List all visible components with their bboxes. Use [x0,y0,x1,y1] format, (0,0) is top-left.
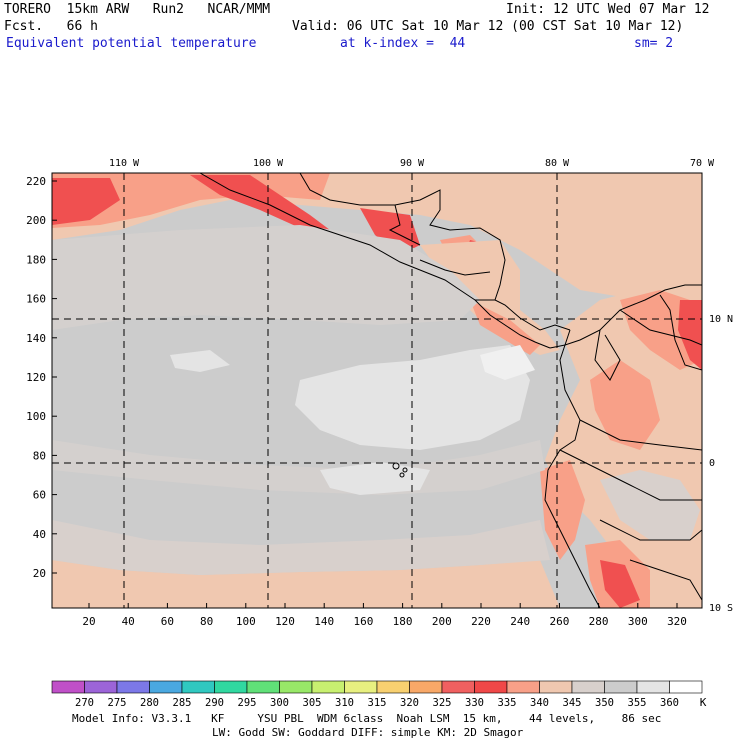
top-lon-label: 100 W [253,158,284,169]
x-tick-label: 160 [353,615,373,628]
colorbar-swatch [116,680,150,694]
top-longitude-labels: 110 W 100 W 90 W 80 W 70 W [109,158,715,169]
colorbar-swatch [311,680,345,694]
y-tick-label: 200 [26,214,46,227]
colorbar-label: 320 [400,697,419,709]
colorbar-swatch [344,680,378,694]
colorbar-swatch [84,680,118,694]
colorbar-label: 270 [75,697,94,709]
colorbar-swatch [149,680,183,694]
colorbar-swatch [604,680,638,694]
y-tick-label: 220 [26,175,46,188]
right-lat-label: 10 N [709,314,733,325]
right-lat-label: 10 S [709,603,733,614]
init-time: Init: 12 UTC Wed 07 Mar 12 [506,2,710,17]
colorbar-swatch [246,680,280,694]
colorbar-label: 290 [205,697,224,709]
colorbar-label: 315 [368,697,387,709]
colorbar-label: 295 [238,697,257,709]
top-lon-label: 110 W [109,158,140,169]
x-tick-label: 260 [549,615,569,628]
colorbar-label: 310 [335,697,354,709]
x-tick-label: 80 [200,615,213,628]
x-tick-label: 20 [82,615,95,628]
x-tick-label: 200 [432,615,452,628]
model-title: TORERO 15km ARW Run2 NCAR/MMM [4,2,271,17]
colorbar-swatch [441,680,475,694]
graticule [52,173,702,608]
y-tick-label: 80 [33,449,46,462]
colorbar-label: 285 [173,697,192,709]
x-tick-label: 100 [236,615,256,628]
colorbar-swatch [669,680,703,694]
y-tick-label: 160 [26,293,46,306]
top-lon-label: 80 W [545,158,570,169]
colorbar-swatch [506,680,540,694]
top-lon-label: 90 W [400,158,425,169]
smoothing: sm= 2 [634,36,674,51]
colorbar-swatch [214,680,248,694]
colorbar-label: 275 [108,697,127,709]
x-tick-label: 240 [510,615,530,628]
y-tick-label: 20 [33,567,46,580]
x-tick-label: 220 [471,615,491,628]
colorbar-swatch [376,680,410,694]
y-tick-label: 140 [26,332,46,345]
x-tick-label: 40 [122,615,135,628]
colorbar-swatch [571,680,605,694]
colorbar-swatch [409,680,443,694]
x-tick-label: 60 [161,615,174,628]
y-tick-label: 120 [26,371,46,384]
coastlines [199,173,702,608]
right-lat-label: 0 [709,458,715,469]
bottom-x-axis: 20 40 60 80 100 120 140 160 180 200 220 240 260 280 30… [82,603,687,628]
x-tick-label: 280 [589,615,609,628]
x-tick-label: 140 [314,615,334,628]
colorbar-label: 345 [563,697,582,709]
colorbar-swatch [181,680,215,694]
x-tick-label: 300 [628,615,648,628]
colorbar-label: 350 [595,697,614,709]
colorbar-swatch [279,680,313,694]
colorbar-label: 355 [628,697,647,709]
x-tick-label: 180 [393,615,413,628]
y-tick-label: 60 [33,489,46,502]
y-tick-label: 100 [26,410,46,423]
colorbar-label: 360 [660,697,679,709]
colorbar-swatch [539,680,573,694]
physics-info: LW: Godd SW: Goddard DIFF: simple KM: 2D… [212,726,524,739]
colorbar-label: 340 [530,697,549,709]
x-tick-label: 320 [667,615,687,628]
top-lon-label: 70 W [690,158,715,169]
colorbar-swatch [51,680,85,694]
model-info: Model Info: V3.3.1 KF YSU PBL WDM 6class… [72,712,662,725]
colorbar-label: 330 [465,697,484,709]
right-latitude-labels: 10 N 0 10 S [709,314,733,614]
colorbar-label: 305 [303,697,322,709]
theta-e-field [52,173,702,608]
level-index: at k-index = 44 [340,36,466,51]
colorbar-label: 325 [433,697,452,709]
colorbar-label: 335 [498,697,517,709]
map-frame [51,172,703,609]
left-y-axis: 220 200 180 160 140 120 100 80 60 40 20 [26,175,57,580]
y-tick-label: 40 [33,528,46,541]
field-name: Equivalent potential temperature [6,36,257,51]
y-tick-label: 180 [26,253,46,266]
colorbar-label: 280 [140,697,159,709]
colorbar-swatch [636,680,670,694]
colorbar-label: 300 [270,697,289,709]
x-tick-label: 120 [275,615,295,628]
valid-time: Valid: 06 UTC Sat 10 Mar 12 (00 CST Sat … [292,19,684,34]
colorbar-swatch [474,680,508,694]
colorbar: 270 275 280 285 290 295 300 305 310 315 320 325 330 3… [51,680,707,709]
colorbar-unit: K [700,696,707,709]
forecast-hour: Fcst. 66 h [4,19,98,34]
